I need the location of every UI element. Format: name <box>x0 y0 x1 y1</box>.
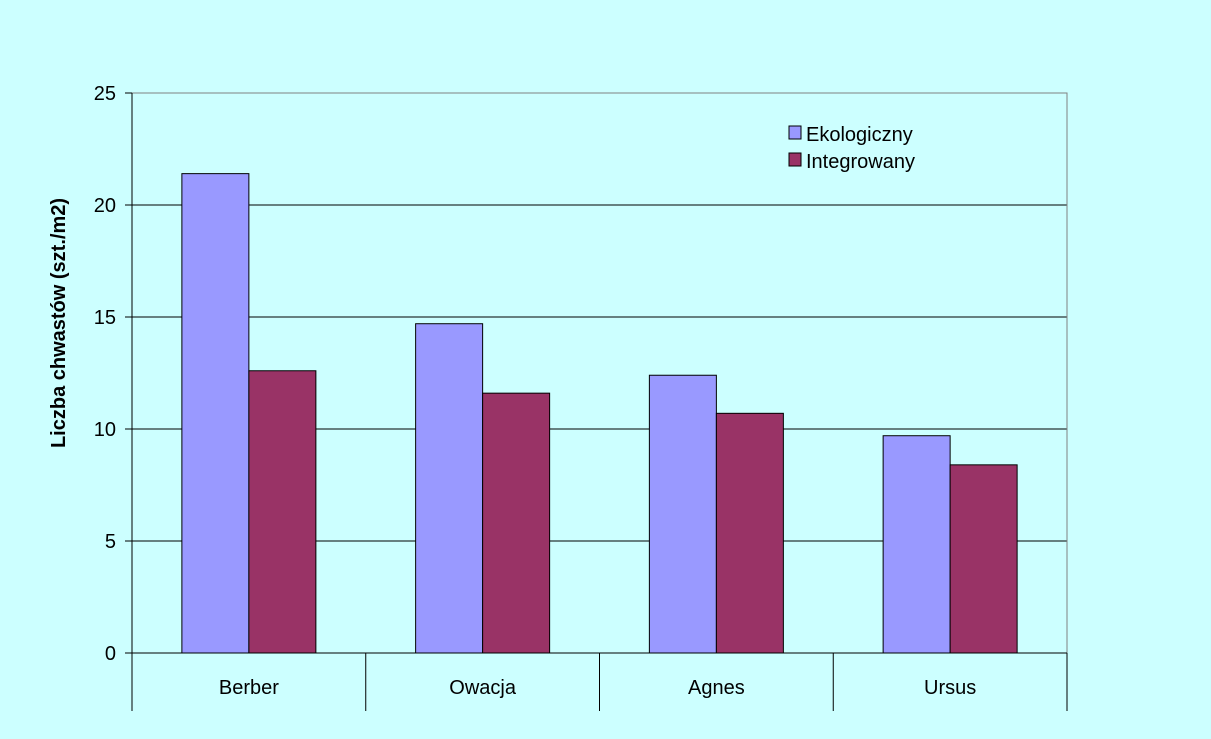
y-axis-ticks: 0 5 10 15 20 25 <box>94 83 132 665</box>
y-tick-label: 15 <box>94 307 116 329</box>
y-axis-title: Liczba chwastów (szt./m2) <box>48 198 70 448</box>
bar-ekologiczny-berber <box>181 173 250 654</box>
legend-swatch-integrowany <box>788 152 802 167</box>
bar-ekologiczny-owacja <box>415 323 484 654</box>
y-tick-label: 20 <box>94 195 116 217</box>
x-category-label: Owacja <box>449 677 517 699</box>
bars <box>181 173 1018 654</box>
y-tick-label: 5 <box>105 531 116 553</box>
y-tick-label: 0 <box>105 643 116 665</box>
legend: Ekologiczny Integrowany <box>788 124 915 173</box>
legend-label-ekologiczny: Ekologiczny <box>806 124 913 146</box>
bar-integrowany-berber <box>248 370 317 654</box>
x-category-label: Berber <box>219 677 279 699</box>
bar-integrowany-owacja <box>482 392 551 654</box>
bar-integrowany-ursus <box>949 464 1018 654</box>
x-category-label: Ursus <box>924 677 976 699</box>
x-category-label: Agnes <box>688 677 745 699</box>
bar-integrowany-agnes <box>715 412 784 654</box>
y-tick-label: 10 <box>94 419 116 441</box>
legend-label-integrowany: Integrowany <box>806 151 915 173</box>
y-tick-label: 25 <box>94 83 116 105</box>
bar-ekologiczny-ursus <box>882 435 951 654</box>
legend-swatch-ekologiczny <box>788 125 802 140</box>
bar-ekologiczny-agnes <box>648 374 717 654</box>
x-axis-categories: Berber Owacja Agnes Ursus <box>219 653 1068 711</box>
